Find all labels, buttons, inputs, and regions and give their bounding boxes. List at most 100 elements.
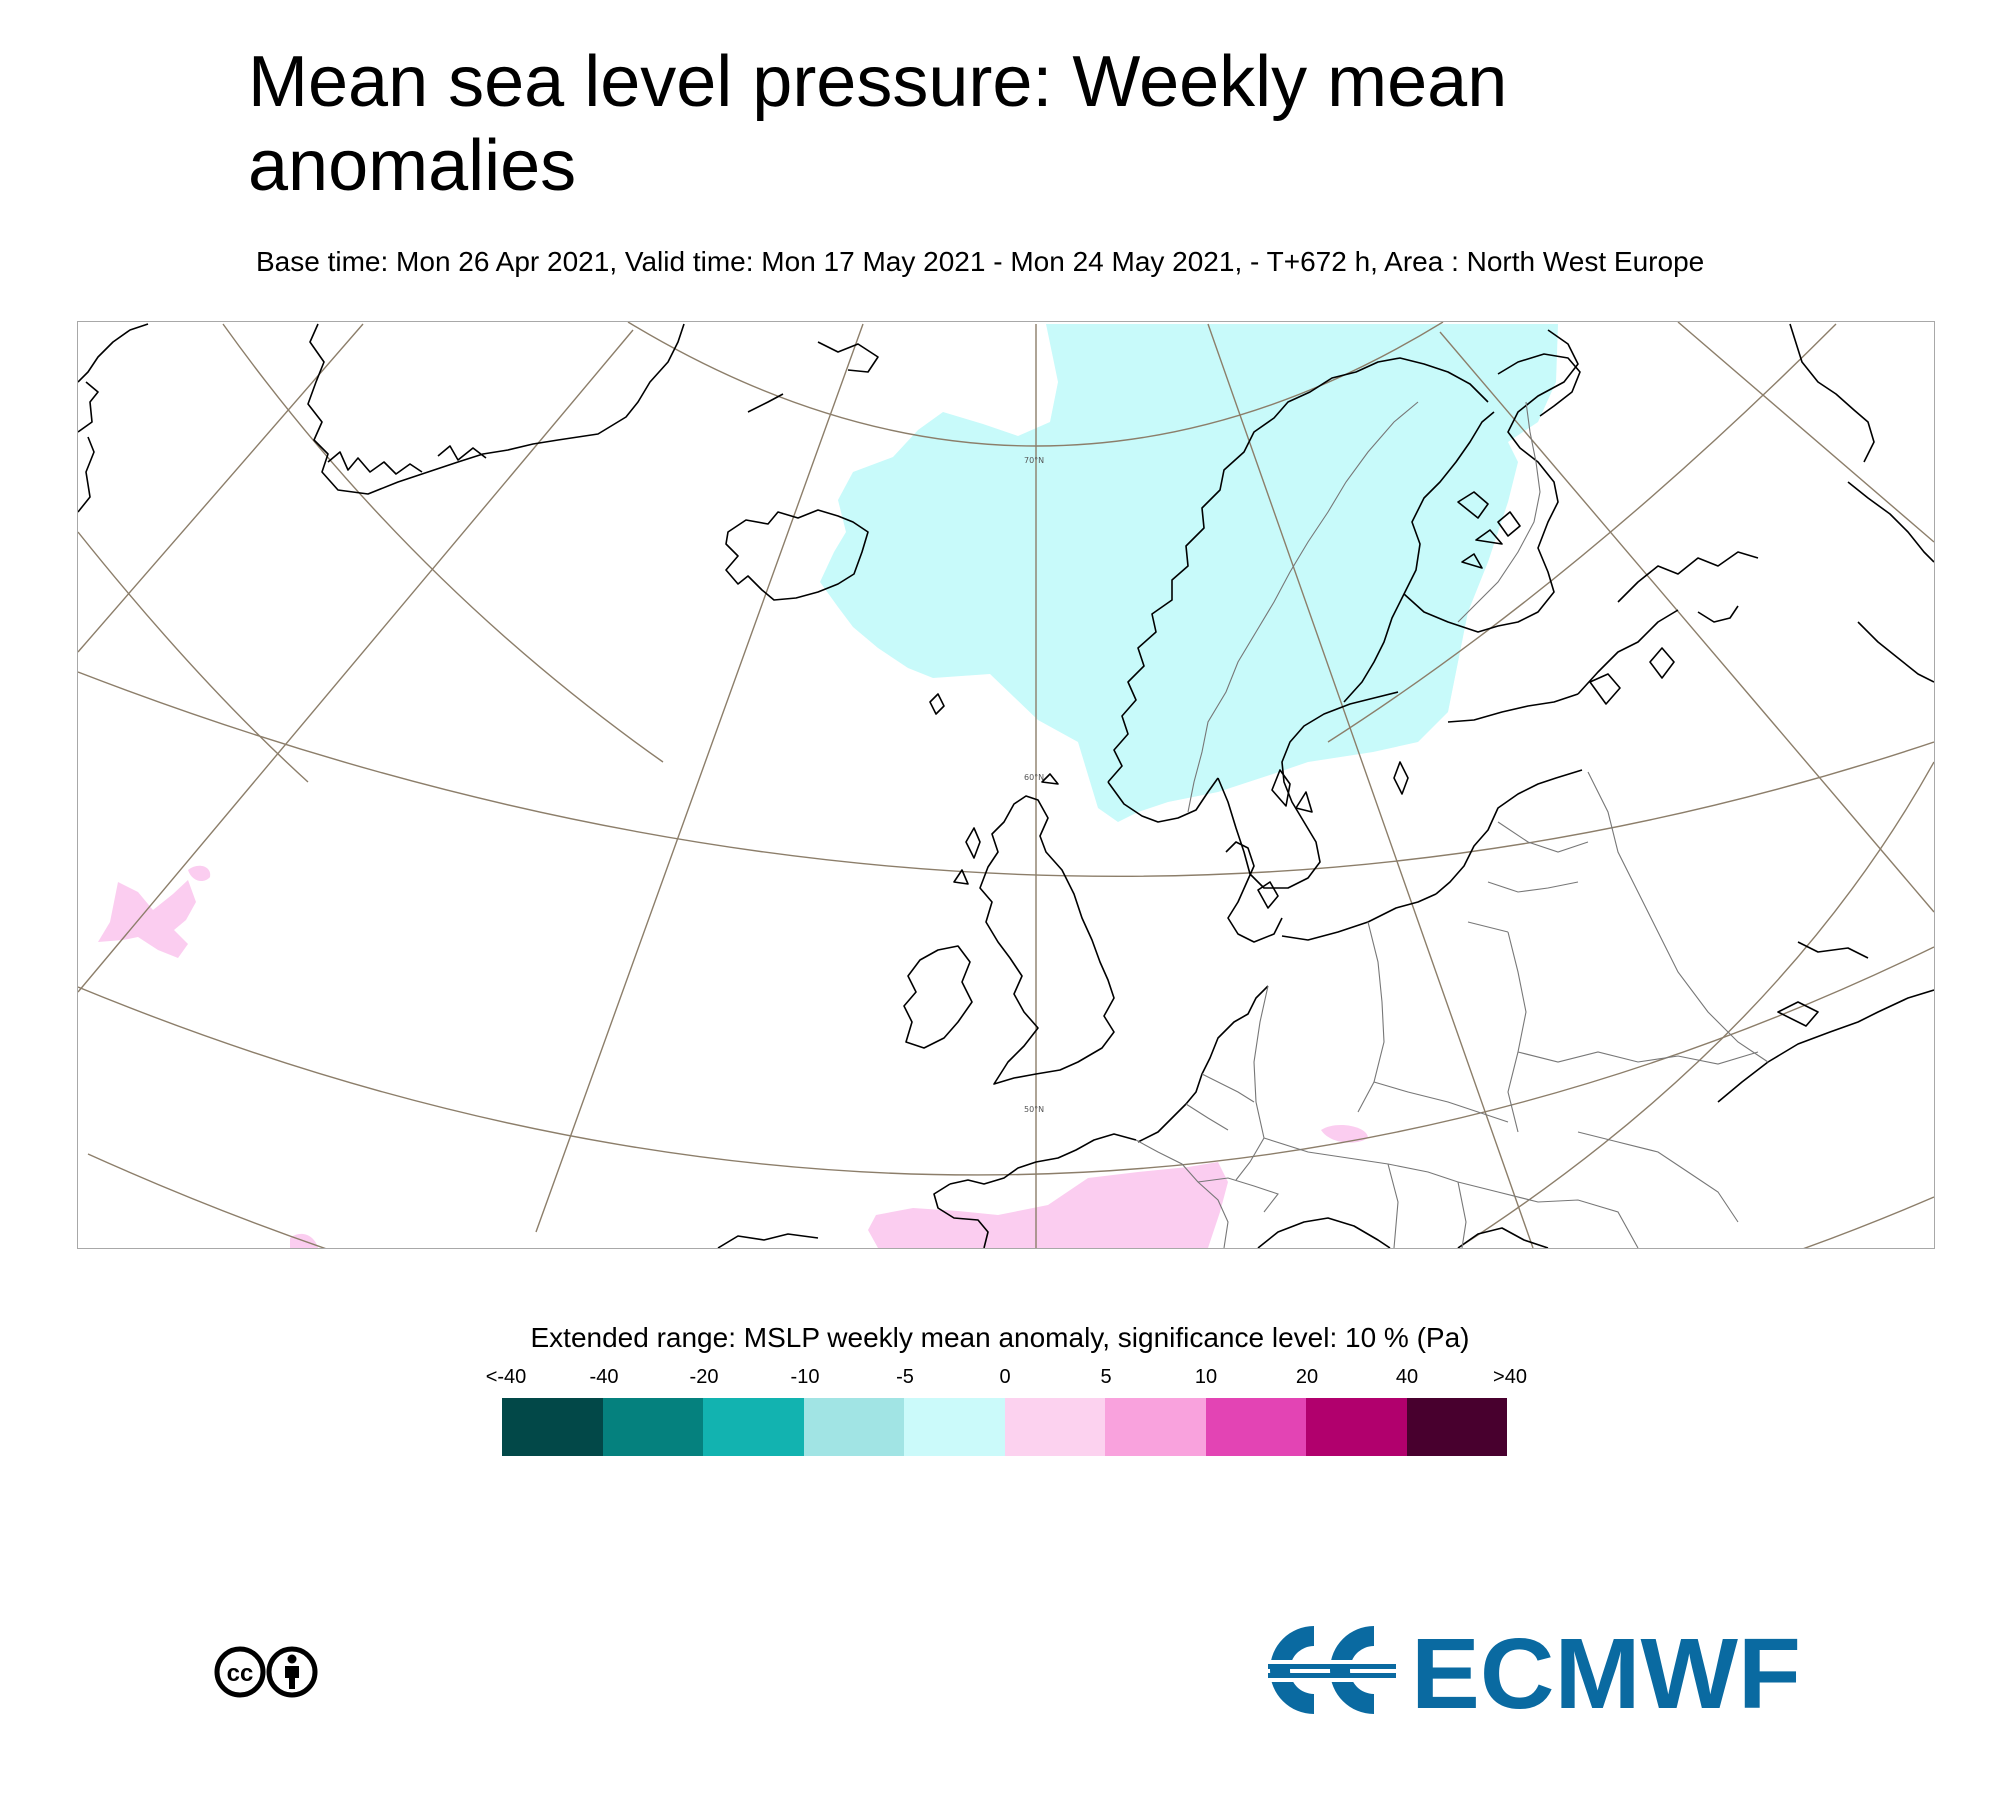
coast-lakes-sweden xyxy=(1271,769,1313,813)
coast-iberia-north xyxy=(717,1233,819,1248)
legend-tick: 0 xyxy=(999,1366,1011,1388)
coast-russia-north xyxy=(1617,551,1759,603)
map-canvas: 70°N 60°N 50°N xyxy=(78,322,1934,1248)
positive-anomaly-region xyxy=(98,880,196,958)
coast-kola xyxy=(1497,353,1581,417)
meridian-30w xyxy=(78,323,364,653)
coast-black-sea xyxy=(1717,989,1934,1103)
legend-tick: -5 xyxy=(896,1366,914,1388)
legend-tick: 20 xyxy=(1295,1366,1319,1388)
border-germany-west xyxy=(1235,985,1269,1181)
legend-tick: -40 xyxy=(589,1366,619,1388)
chart-subtitle: Base time: Mon 26 Apr 2021, Valid time: … xyxy=(256,246,1705,277)
coast-kanin xyxy=(1697,605,1739,623)
coast-denmark xyxy=(1225,841,1283,943)
coast-sweden xyxy=(1217,691,1399,889)
meridian-20e xyxy=(1439,331,1934,913)
positive-anomaly-region xyxy=(868,1162,1228,1248)
legend-tick: >40 xyxy=(1493,1366,1527,1388)
border-balkans xyxy=(1387,1163,1639,1248)
border-belarus-ukraine xyxy=(1517,1051,1759,1065)
coast-baltic-states xyxy=(1435,769,1583,895)
legend-swatch xyxy=(1306,1398,1407,1456)
coast-azov xyxy=(1797,941,1869,959)
coast-lakes-finland xyxy=(1457,491,1521,569)
legend-tick: -20 xyxy=(689,1366,719,1388)
legend-tick: 10 xyxy=(1194,1366,1218,1388)
coast-faroe xyxy=(929,693,945,715)
coast-orkney xyxy=(1041,773,1059,785)
border-norway-sweden xyxy=(1187,401,1419,813)
legend-title: Extended range: MSLP weekly mean anomaly… xyxy=(530,1322,1470,1353)
svg-text:cc: cc xyxy=(227,1660,254,1687)
coast-gotland xyxy=(1393,761,1409,795)
coastlines xyxy=(78,323,1934,1248)
border-germany-poland xyxy=(1357,921,1385,1113)
coast-gulf-of-bothnia xyxy=(1343,411,1495,703)
legend-tick: -10 xyxy=(790,1366,820,1388)
coast-crimea xyxy=(1777,1001,1819,1027)
coast-ural-rivers xyxy=(1857,621,1934,683)
graticule-arc xyxy=(1457,761,1934,1248)
border-poland-east xyxy=(1507,931,1527,1133)
chart-title: Mean sea level pressure: Weekly mean ano… xyxy=(248,42,1508,206)
coast-brittany xyxy=(933,1183,989,1248)
negative-anomaly-patch xyxy=(1296,476,1340,508)
graticule xyxy=(78,322,1934,1248)
coast-svalbard-south xyxy=(817,341,879,373)
meridian-30e xyxy=(1677,322,1934,543)
creative-commons-by-icon[interactable]: cc xyxy=(213,1645,319,1699)
legend-swatch xyxy=(803,1398,904,1456)
coast-low-countries xyxy=(1137,985,1269,1143)
coast-yamal xyxy=(1847,481,1934,563)
legend-swatch xyxy=(1205,1398,1306,1456)
legend-swatch xyxy=(502,1398,603,1456)
coast-novaya-zemlya xyxy=(1789,323,1875,463)
graticule-arc xyxy=(222,323,664,763)
legend-tick: 5 xyxy=(1100,1366,1112,1388)
legend-swatch xyxy=(1105,1398,1206,1456)
legend-swatch xyxy=(602,1398,703,1456)
lat-label-60n: 60°N xyxy=(1024,773,1044,782)
legend-swatch xyxy=(1406,1398,1507,1456)
border-czech-slovakia xyxy=(1373,1081,1509,1123)
negative-anomaly-patch xyxy=(882,495,910,527)
parallel-60n xyxy=(78,671,1934,877)
positive-anomaly-patch xyxy=(188,865,211,882)
legend-ticks: <-40 -40 -20 -10 -5 0 5 10 20 40 >40 xyxy=(0,1366,2000,1396)
coast-ireland xyxy=(903,945,973,1049)
border-switzerland xyxy=(1197,1177,1279,1213)
negative-anomaly-region xyxy=(820,324,1558,822)
ecmwf-logo-mark xyxy=(1266,1626,1396,1714)
legend-swatch xyxy=(703,1398,804,1456)
border-russia-west xyxy=(1587,771,1769,1063)
coast-norway-south xyxy=(1107,777,1219,823)
coast-finland xyxy=(1403,329,1579,633)
ecmwf-logo-text: ECMWF xyxy=(1411,1622,1801,1718)
coast-gulf-of-finland xyxy=(1447,693,1579,723)
ecmwf-logo[interactable]: ECMWF xyxy=(1266,1622,1806,1718)
coast-adriatic xyxy=(1257,1217,1391,1248)
border-finland-russia xyxy=(1457,401,1541,623)
meridian-10e xyxy=(1207,323,1534,1248)
parallel-50n xyxy=(78,946,1934,1176)
meridian-20w xyxy=(78,329,634,993)
coast-hebrides xyxy=(953,827,981,885)
legend-tick: 40 xyxy=(1395,1366,1419,1388)
legend-swatch xyxy=(1004,1398,1105,1456)
graticule-arc xyxy=(78,531,309,783)
legend-colorbar xyxy=(502,1398,1507,1456)
coast-lake-ladoga xyxy=(1589,673,1621,705)
graticule-arc xyxy=(1327,323,1837,743)
coast-jan-mayen xyxy=(747,393,784,413)
coast-balkans xyxy=(1457,1227,1549,1248)
map-panel[interactable]: 70°N 60°N 50°N xyxy=(77,321,1935,1249)
coast-france-north xyxy=(949,1133,1137,1185)
border-baltic-inner xyxy=(1467,821,1589,933)
meridian-10w xyxy=(535,323,864,1233)
coast-great-britain xyxy=(979,795,1115,1085)
latitude-labels: 70°N 60°N 50°N xyxy=(1024,456,1044,1114)
country-borders xyxy=(1135,401,1769,1248)
border-romania-moldova xyxy=(1577,1131,1739,1223)
coast-norway xyxy=(1107,357,1489,783)
